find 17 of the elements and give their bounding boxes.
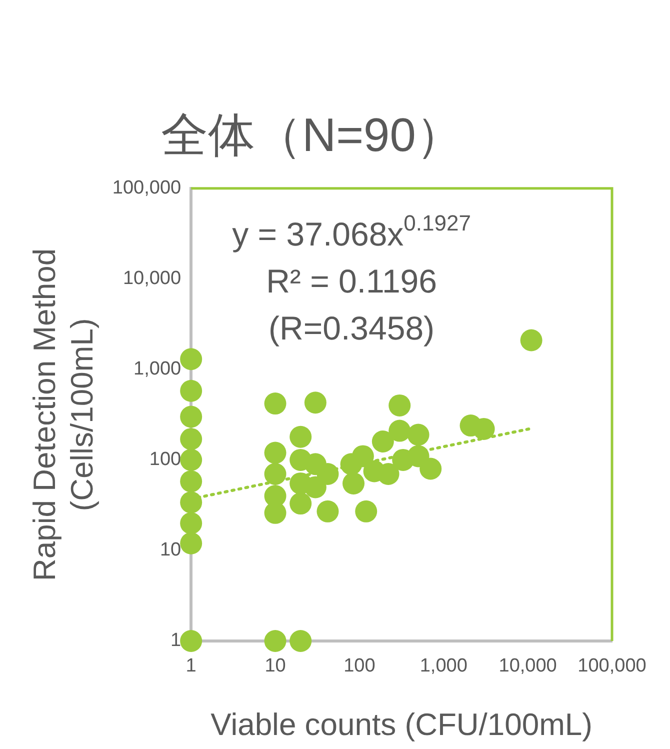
y-tick-label: 100,000 [112, 178, 182, 199]
y-tick-label: 100 [149, 449, 182, 470]
y-axis-title: Rapid Detection Method (Cells/100mL) [27, 248, 100, 581]
x-axis-title: Viable counts (CFU/100mL) [210, 706, 593, 742]
x-tick-label: 1,000 [420, 656, 468, 677]
y-tick-label: 1,000 [134, 358, 182, 380]
y-tick-label: 10,000 [122, 268, 182, 290]
chart-title: 全体（N=90） [161, 108, 463, 162]
y-tick-label: 1 [170, 630, 182, 652]
x-tick-label: 10,000 [498, 656, 557, 677]
y-tick-label: 10 [160, 540, 182, 561]
x-tick-label: 100 [344, 656, 376, 677]
x-tick-label: 1 [186, 656, 196, 677]
x-tick-label: 100,000 [578, 656, 646, 677]
x-tick-label: 10 [264, 656, 286, 677]
annotation: R² = 0.1196 [266, 262, 438, 300]
annotation: (R=0.3458) [268, 309, 435, 346]
